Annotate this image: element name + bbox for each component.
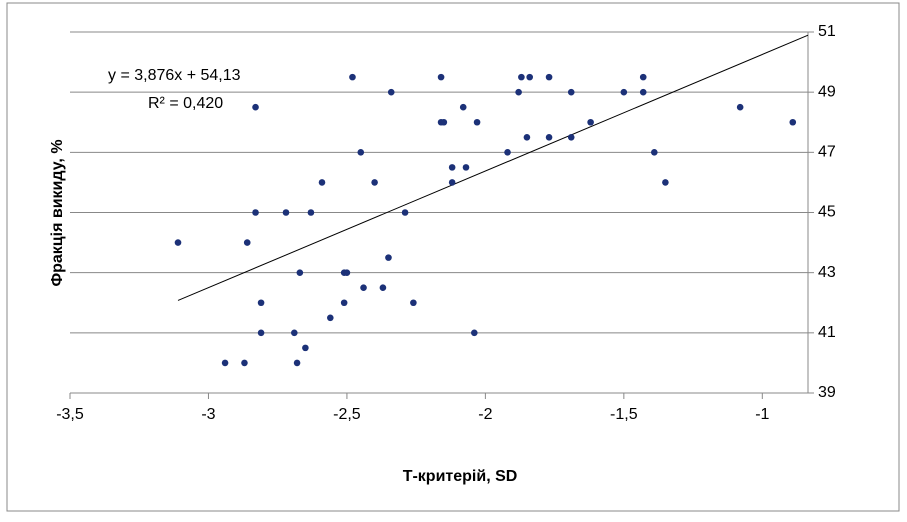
point xyxy=(360,284,367,292)
y-axis-label: Фракція викиду, % xyxy=(49,139,66,286)
point xyxy=(340,299,348,307)
point xyxy=(379,284,387,292)
point xyxy=(349,73,356,81)
point xyxy=(651,149,658,156)
y-tick-label: 49 xyxy=(818,83,836,100)
x-tick-label: -2,5 xyxy=(333,406,361,423)
point xyxy=(291,329,298,337)
y-tick-label: 45 xyxy=(818,204,836,221)
point xyxy=(473,118,481,126)
point xyxy=(448,164,456,171)
point xyxy=(318,179,326,186)
point xyxy=(504,149,511,156)
point xyxy=(302,344,309,352)
point xyxy=(327,314,334,322)
point xyxy=(567,88,575,96)
point xyxy=(662,179,669,186)
point xyxy=(448,179,456,186)
point xyxy=(587,118,594,126)
point xyxy=(371,179,378,186)
point xyxy=(257,329,265,337)
chart-border xyxy=(6,2,900,512)
point xyxy=(221,359,229,367)
point xyxy=(174,239,182,246)
point xyxy=(545,73,553,81)
x-tick-label: -2 xyxy=(478,406,492,423)
point xyxy=(459,103,467,111)
point xyxy=(639,73,647,81)
point xyxy=(518,73,525,81)
point xyxy=(620,88,628,96)
point xyxy=(343,269,351,276)
point xyxy=(789,118,797,126)
y-tick-label: 41 xyxy=(818,324,836,341)
point xyxy=(523,133,531,141)
point xyxy=(401,209,409,216)
y-tick-label: 51 xyxy=(818,23,836,40)
point xyxy=(252,209,259,216)
y-tick-label: 39 xyxy=(818,384,836,401)
x-tick-label: -3,5 xyxy=(56,406,84,423)
point xyxy=(385,254,392,261)
point xyxy=(437,73,445,81)
point xyxy=(241,359,248,367)
trend-equation: y = 3,876x + 54,13 xyxy=(108,67,241,84)
point xyxy=(357,149,365,156)
point xyxy=(410,299,417,307)
point xyxy=(462,164,470,171)
y-tick-label: 47 xyxy=(818,144,836,161)
point xyxy=(282,209,290,216)
trend-r2: R² = 0,420 xyxy=(148,95,223,112)
point xyxy=(515,88,522,96)
x-tick-label: -1,5 xyxy=(610,406,638,423)
point xyxy=(471,329,478,337)
point xyxy=(257,299,265,307)
point xyxy=(526,73,533,81)
point xyxy=(296,269,304,276)
point xyxy=(252,103,259,111)
point xyxy=(736,103,744,111)
y-tick-label: 43 xyxy=(818,264,836,281)
x-axis-label: Т-критерій, SD xyxy=(403,468,518,485)
point xyxy=(307,209,315,216)
x-tick-label: -1 xyxy=(755,406,769,423)
point xyxy=(387,88,395,96)
point xyxy=(243,239,251,246)
x-tick-label: -3 xyxy=(201,406,215,423)
point xyxy=(293,359,301,367)
trendline xyxy=(177,34,809,301)
point xyxy=(440,118,448,126)
point xyxy=(545,133,553,141)
point xyxy=(567,133,575,141)
point xyxy=(639,88,647,96)
